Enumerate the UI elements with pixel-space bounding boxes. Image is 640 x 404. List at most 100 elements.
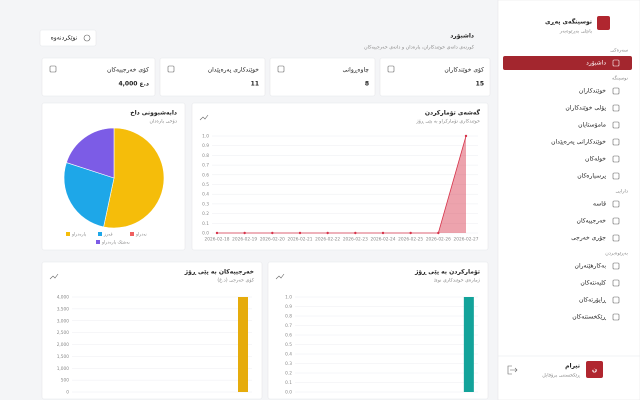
x-tick-label: 2026-02-19 xyxy=(232,237,257,243)
bar xyxy=(463,297,474,392)
legend-label: پارەدراو xyxy=(71,233,87,238)
legend-swatch xyxy=(130,232,134,236)
y-tick-label: 0.6 xyxy=(202,172,209,178)
nav-item[interactable]: خوێندکارانی پەرەپێدان xyxy=(551,139,606,146)
y-tick-label: 0.1 xyxy=(285,380,292,386)
pie-slice xyxy=(63,162,115,228)
y-tick-label: 1.0 xyxy=(285,295,292,301)
chart-card xyxy=(191,102,489,251)
pie-slice xyxy=(66,127,115,179)
nav-section: بەڕێوەبردن xyxy=(605,252,628,257)
pie-slice xyxy=(103,127,165,229)
y-tick-label: 0.5 xyxy=(285,342,292,348)
y-tick-label: 0.9 xyxy=(285,304,292,310)
user-role[interactable]: ڕێکخستنی پرۆفایل xyxy=(542,373,581,379)
nav-icon xyxy=(612,87,620,95)
line xyxy=(217,135,467,234)
refresh-icon xyxy=(83,34,91,42)
nav-item[interactable]: خولەکان xyxy=(585,156,606,163)
nav-item[interactable]: کلیەنتەکان xyxy=(580,280,606,287)
nav-item[interactable]: ڕاپۆرتەکان xyxy=(579,297,606,304)
stat-value: 8 xyxy=(365,81,369,88)
nav-icon xyxy=(612,279,620,287)
nav-item[interactable]: خوێندکاران xyxy=(579,88,606,95)
nav-icon xyxy=(612,59,620,67)
stat-value: 11 xyxy=(251,81,259,88)
stat-icon xyxy=(387,65,395,73)
x-tick-label: 2026-02-27 xyxy=(454,237,479,243)
line-point xyxy=(215,231,219,235)
chart-subtitle: دۆخی پارەدان xyxy=(149,119,177,125)
chart-title: گەشەی تۆمارکردن xyxy=(425,109,481,117)
nav-section: سەرەکی xyxy=(610,48,628,54)
nav-icon xyxy=(612,217,620,225)
nav-item[interactable]: داشبۆرد xyxy=(586,60,606,67)
chart-title: دابەشبوونی داخ xyxy=(130,110,177,117)
nav-icon xyxy=(612,234,620,242)
x-tick-label: 2026-02-24 xyxy=(371,237,396,243)
chart-icon xyxy=(275,273,285,280)
x-tick-label: 2026-02-21 xyxy=(288,237,313,243)
nav-item[interactable]: جۆری خەرجی xyxy=(571,235,606,242)
line-point xyxy=(354,231,357,235)
x-tick-label: 2026-02-25 xyxy=(398,237,423,243)
nav-icon xyxy=(612,200,620,208)
line-point xyxy=(381,231,385,235)
chart-icon xyxy=(49,273,59,280)
y-tick-label: 2,000 xyxy=(57,342,70,348)
y-tick-label: 0.0 xyxy=(202,231,209,237)
nav-item[interactable]: بەکارهێنەران xyxy=(575,263,607,270)
nav-item[interactable]: مامۆستایان xyxy=(578,122,606,129)
legend-label: قەرز xyxy=(103,233,113,238)
stat-label: چاوەڕوانی xyxy=(343,67,370,74)
y-tick-label: 0.2 xyxy=(202,211,209,217)
nav-item[interactable]: قاسە xyxy=(593,201,606,208)
stat-value: 4,000 د.ع xyxy=(118,81,149,88)
avatar[interactable] xyxy=(586,361,603,378)
y-tick-label: 1,500 xyxy=(57,354,70,360)
refresh-button[interactable] xyxy=(39,29,97,47)
stat-icon xyxy=(277,65,285,73)
stat-value: 15 xyxy=(476,81,484,88)
brand: نوسینگەی پەڕی xyxy=(545,18,592,26)
y-tick-label: 0.8 xyxy=(202,153,209,159)
chart-icon xyxy=(199,114,209,121)
nav-item[interactable]: پرسیارەکان xyxy=(577,173,606,180)
legend-swatch xyxy=(66,232,70,236)
y-tick-label: 0.4 xyxy=(202,192,209,198)
nav-item[interactable]: ڕێکخستنەکان xyxy=(572,314,606,321)
chart-title: تۆمارکردن بە پێی ڕۆژ xyxy=(414,269,480,276)
nav-item[interactable]: پۆلی خوێندکاران xyxy=(565,105,606,112)
y-tick-label: 0.2 xyxy=(285,371,292,377)
line-point xyxy=(271,231,274,235)
y-tick-label: 0.3 xyxy=(285,361,292,367)
nav-icon xyxy=(612,296,620,304)
nav-icon xyxy=(612,313,620,321)
legend-swatch xyxy=(96,240,100,244)
x-tick-label: 2026-02-22 xyxy=(315,237,340,243)
stat-icon xyxy=(49,65,57,73)
y-tick-label: 2,500 xyxy=(57,330,70,336)
stat-card xyxy=(269,57,376,97)
y-tick-label: 0.3 xyxy=(202,201,209,207)
logout-icon[interactable] xyxy=(507,365,518,375)
legend-label: نەدراو xyxy=(135,233,147,238)
stat-card xyxy=(159,57,266,97)
stat-card xyxy=(379,57,491,97)
y-tick-label: 4,000 xyxy=(57,295,70,301)
nav-item[interactable]: خەرجییەکان xyxy=(577,218,607,225)
chart-title: خەرجییەکان بە پێی ڕۆژ xyxy=(184,269,254,276)
x-tick-label: 2026-02-20 xyxy=(260,237,285,243)
chart-card xyxy=(41,261,263,400)
x-tick-label: 2026-02-23 xyxy=(343,237,368,243)
stat-label: کۆی خوێندکاران xyxy=(444,67,484,74)
nav-icon xyxy=(612,121,620,129)
line-point xyxy=(298,231,302,235)
y-tick-label: 3,500 xyxy=(57,306,70,312)
page-title: داشبۆرد xyxy=(450,33,474,40)
y-tick-label: 0.1 xyxy=(202,221,209,227)
nav-section: دارایی xyxy=(616,189,628,195)
line-point xyxy=(243,231,246,235)
nav-icon xyxy=(612,262,620,270)
